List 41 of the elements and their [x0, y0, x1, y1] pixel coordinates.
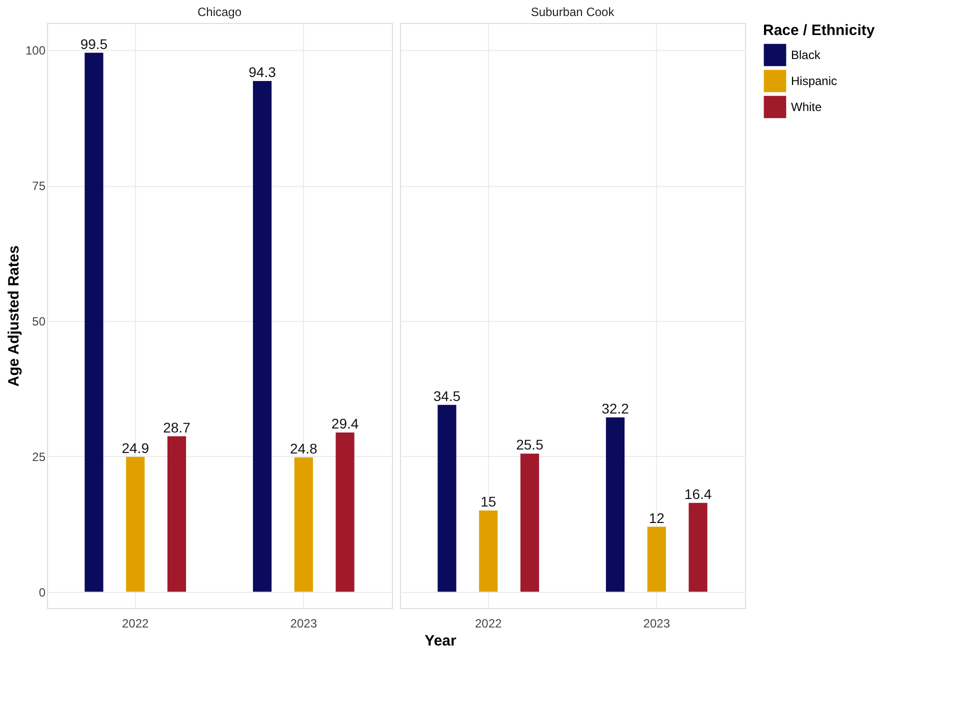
bar	[84, 52, 104, 592]
bar	[126, 456, 145, 592]
bar	[294, 457, 313, 592]
legend-title: Race / Ethnicity	[763, 22, 876, 39]
data-label: 28.7	[163, 419, 191, 436]
y-tick-label: 0	[38, 585, 46, 600]
legend-label: Black	[791, 48, 822, 62]
data-label: 16.4	[684, 486, 712, 502]
x-tick-label: 2023	[290, 616, 318, 630]
data-label: 34.5	[433, 388, 461, 404]
y-tick-label: 50	[32, 314, 46, 328]
legend-label: White	[791, 100, 822, 114]
data-label: 24.9	[122, 440, 150, 456]
y-tick-label: 100	[25, 44, 46, 58]
bar	[606, 417, 625, 592]
bar	[647, 526, 666, 592]
bar	[167, 436, 186, 592]
y-tick-label: 75	[32, 179, 46, 193]
x-tick-label: 2023	[643, 616, 670, 630]
data-label: 32.2	[602, 400, 630, 416]
data-label: 25.5	[516, 436, 544, 453]
bar	[336, 432, 354, 592]
data-label: 24.8	[290, 440, 318, 456]
y-axis-title: Age Adjusted Rates	[5, 245, 22, 387]
data-label: 15	[480, 494, 496, 510]
data-label: 94.3	[248, 64, 276, 80]
bar	[479, 510, 498, 592]
data-label: 99.5	[80, 36, 108, 52]
x-axis-title: Year	[424, 632, 456, 650]
bar	[252, 80, 272, 592]
data-label: 12	[648, 510, 665, 526]
bar	[688, 502, 708, 592]
x-tick-label: 2022	[122, 616, 150, 630]
bar	[438, 404, 456, 592]
y-tick-label: 25	[32, 450, 46, 464]
chart-title: Chicago	[197, 5, 242, 19]
data-label: 29.4	[331, 416, 359, 432]
x-tick-label: 2022	[475, 616, 502, 630]
bar	[520, 454, 540, 592]
chart-title: Suburban Cook	[530, 5, 616, 19]
legend-label: Hispanic	[791, 74, 838, 88]
